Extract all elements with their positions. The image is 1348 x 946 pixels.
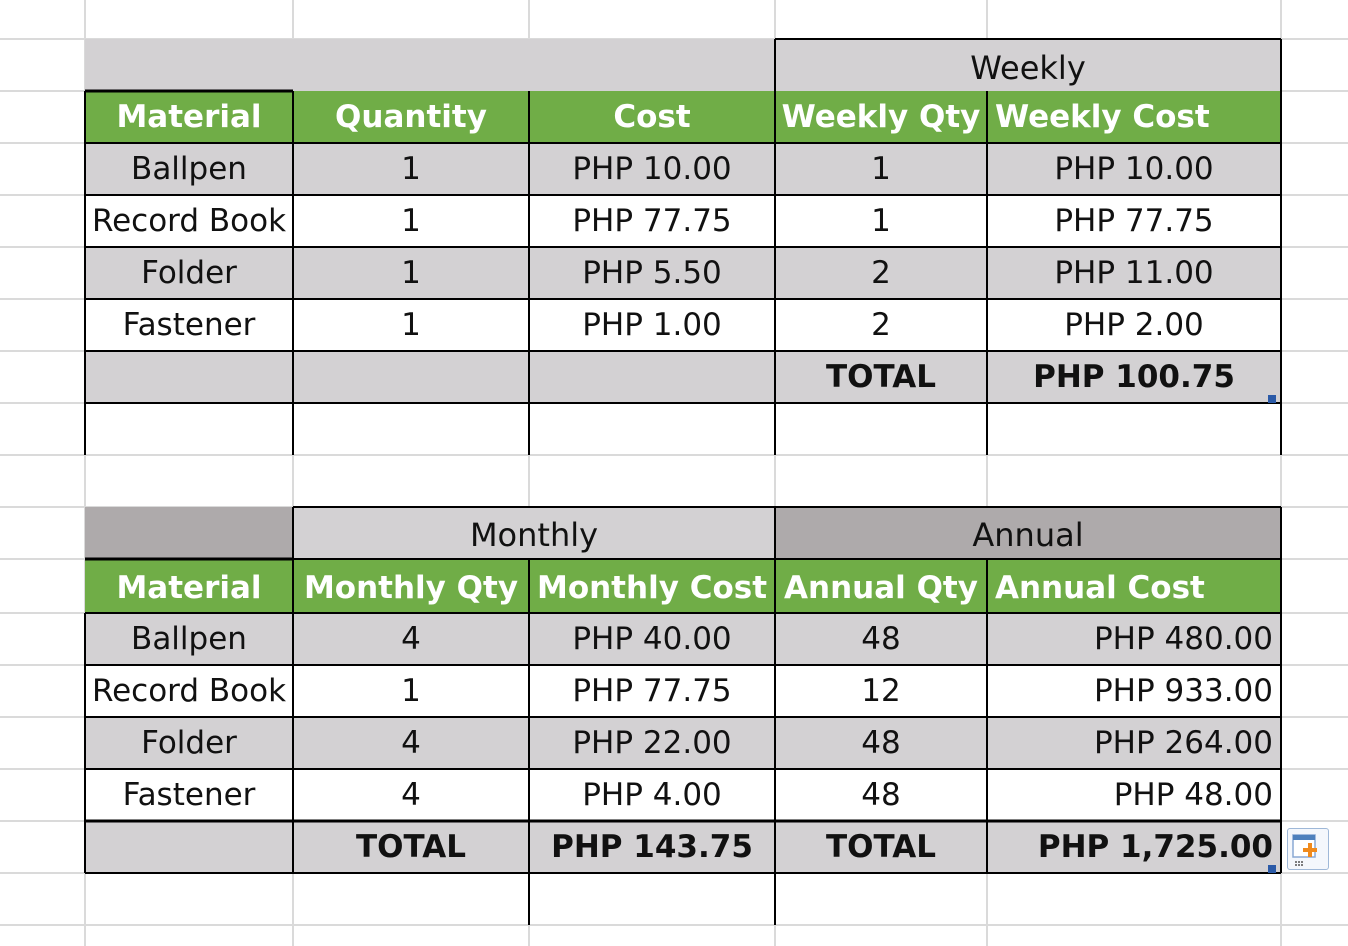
paste-options-icon	[1292, 834, 1317, 866]
cell-material[interactable]: Fastener	[122, 306, 256, 343]
cell-weekly-cost[interactable]: PHP 11.00	[987, 247, 1281, 299]
header-annual-qty[interactable]: Annual Qty	[775, 559, 987, 613]
weekly-total-label[interactable]: TOTAL	[775, 351, 987, 403]
cell-quantity[interactable]: 1	[401, 202, 421, 239]
empty-cell[interactable]	[85, 351, 293, 403]
cell-quantity[interactable]: 1	[293, 247, 529, 299]
cell-weekly-qty[interactable]: 1	[775, 143, 987, 195]
cell-monthly-qty[interactable]: 1	[401, 672, 421, 709]
annual-total-label[interactable]: TOTAL	[775, 821, 987, 873]
cell-annual-qty[interactable]: 48	[861, 776, 901, 813]
cell-quantity[interactable]: 1	[401, 306, 421, 343]
cell-material[interactable]: Ballpen	[85, 143, 293, 195]
cell-monthly-qty[interactable]: 4	[293, 717, 529, 769]
monthly-group-header[interactable]: Monthly	[293, 507, 775, 559]
cell-material[interactable]: Fastener	[122, 776, 256, 813]
empty-cell[interactable]	[85, 821, 293, 873]
header-material[interactable]: Material	[85, 91, 293, 143]
header-monthly-qty[interactable]: Monthly Qty	[293, 559, 529, 613]
fill-handle[interactable]	[1268, 395, 1276, 403]
empty-cell[interactable]	[529, 351, 775, 403]
cell-material[interactable]: Record Book	[91, 672, 287, 709]
header-cost[interactable]: Cost	[529, 91, 775, 143]
cell-monthly-cost[interactable]: PHP 22.00	[529, 717, 775, 769]
cell-monthly-cost[interactable]: PHP 40.00	[529, 613, 775, 665]
cell-quantity[interactable]: 1	[293, 143, 529, 195]
cell-monthly-cost[interactable]: PHP 77.75	[572, 672, 732, 709]
cell-weekly-qty[interactable]: 2	[871, 306, 891, 343]
cell-cost[interactable]: PHP 77.75	[572, 202, 732, 239]
paste-options-button[interactable]	[1287, 828, 1329, 870]
cell-annual-qty[interactable]: 12	[861, 672, 901, 709]
cell-annual-qty[interactable]: 48	[775, 717, 987, 769]
cell-monthly-qty[interactable]: 4	[293, 613, 529, 665]
cell-annual-cost[interactable]: PHP 480.00	[987, 613, 1281, 665]
cell-material[interactable]: Folder	[85, 247, 293, 299]
cell-cost[interactable]: PHP 5.50	[529, 247, 775, 299]
blank-group-header[interactable]	[85, 39, 775, 91]
cell-cost[interactable]: PHP 10.00	[529, 143, 775, 195]
cell-annual-cost[interactable]: PHP 264.00	[987, 717, 1281, 769]
weekly-group-header[interactable]: Weekly	[775, 39, 1281, 91]
blank-group-header[interactable]	[85, 507, 293, 559]
monthly-total-label[interactable]: TOTAL	[293, 821, 529, 873]
cell-weekly-qty[interactable]: 1	[871, 202, 891, 239]
cell-material[interactable]: Record Book	[91, 202, 287, 239]
header-annual-cost[interactable]: Annual Cost	[987, 559, 1281, 613]
cell-weekly-qty[interactable]: 2	[775, 247, 987, 299]
cell-annual-qty[interactable]: 48	[775, 613, 987, 665]
header-weekly-qty[interactable]: Weekly Qty	[775, 91, 987, 143]
annual-total-value[interactable]: PHP 1,725.00	[987, 821, 1281, 873]
header-quantity[interactable]: Quantity	[293, 91, 529, 143]
monthly-total-value[interactable]: PHP 143.75	[529, 821, 775, 873]
cell-annual-cost[interactable]: PHP 48.00	[1113, 776, 1273, 813]
cell-weekly-cost[interactable]: PHP 10.00	[987, 143, 1281, 195]
cell-material[interactable]: Ballpen	[85, 613, 293, 665]
fill-handle[interactable]	[1268, 865, 1276, 873]
cell-cost[interactable]: PHP 1.00	[582, 306, 722, 343]
header-weekly-cost[interactable]: Weekly Cost	[987, 91, 1281, 143]
cell-annual-cost[interactable]: PHP 933.00	[1093, 672, 1273, 709]
annual-group-header[interactable]: Annual	[775, 507, 1281, 559]
cell-weekly-cost[interactable]: PHP 2.00	[1064, 306, 1204, 343]
cell-weekly-cost[interactable]: PHP 77.75	[1054, 202, 1214, 239]
weekly-total-value[interactable]: PHP 100.75	[987, 351, 1281, 403]
empty-cell[interactable]	[293, 351, 529, 403]
header-material[interactable]: Material	[85, 559, 293, 613]
cell-monthly-cost[interactable]: PHP 4.00	[582, 776, 722, 813]
cell-material[interactable]: Folder	[85, 717, 293, 769]
header-monthly-cost[interactable]: Monthly Cost	[529, 559, 775, 613]
cell-monthly-qty[interactable]: 4	[401, 776, 421, 813]
